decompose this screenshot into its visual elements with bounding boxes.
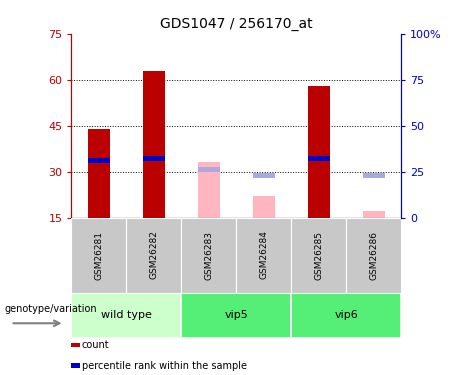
Text: vip6: vip6 <box>334 310 358 320</box>
Bar <box>236 217 291 292</box>
Title: GDS1047 / 256170_at: GDS1047 / 256170_at <box>160 17 313 32</box>
Text: percentile rank within the sample: percentile rank within the sample <box>82 361 247 370</box>
Bar <box>291 217 346 292</box>
Bar <box>307 86 330 218</box>
Bar <box>346 217 401 292</box>
Text: GSM26281: GSM26281 <box>95 231 103 279</box>
Text: count: count <box>82 340 109 350</box>
Bar <box>181 292 291 338</box>
Text: GSM26283: GSM26283 <box>204 231 213 279</box>
Bar <box>363 173 384 177</box>
Text: GSM26282: GSM26282 <box>149 231 159 279</box>
Bar <box>88 129 110 217</box>
Text: GSM26285: GSM26285 <box>314 231 323 279</box>
Text: wild type: wild type <box>101 310 152 320</box>
Bar <box>198 162 220 218</box>
Bar <box>143 70 165 217</box>
Bar <box>143 156 165 161</box>
Text: GSM26284: GSM26284 <box>259 231 268 279</box>
Text: genotype/variation: genotype/variation <box>5 304 97 314</box>
Bar <box>291 292 401 338</box>
Text: GSM26286: GSM26286 <box>369 231 378 279</box>
Bar <box>307 156 330 161</box>
Bar <box>363 211 384 217</box>
Bar <box>253 173 275 177</box>
Bar <box>126 217 181 292</box>
Bar <box>253 196 275 217</box>
Bar <box>181 217 236 292</box>
Bar <box>198 167 220 172</box>
Bar <box>88 158 110 163</box>
Text: vip5: vip5 <box>225 310 248 320</box>
Bar <box>71 292 181 338</box>
Bar <box>71 217 126 292</box>
